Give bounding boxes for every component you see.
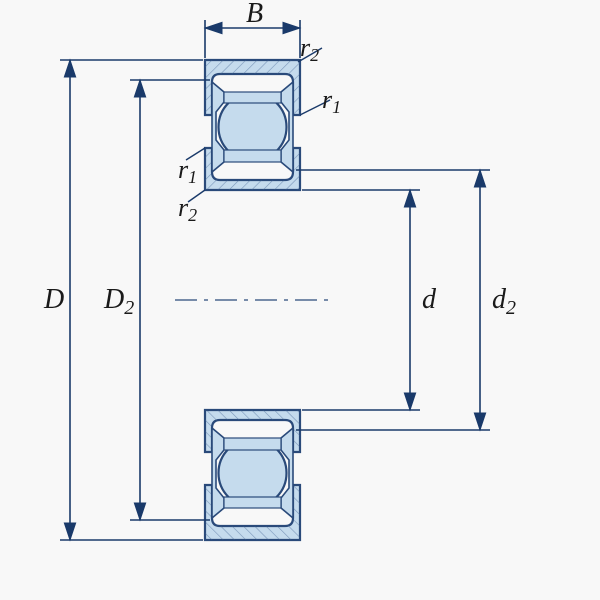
label-d: d xyxy=(422,284,437,315)
label-D: D xyxy=(43,284,64,315)
label-B: B xyxy=(246,0,263,29)
bearing-diagram: B D D2 d d2 r2 r1 r1 xyxy=(0,0,600,600)
